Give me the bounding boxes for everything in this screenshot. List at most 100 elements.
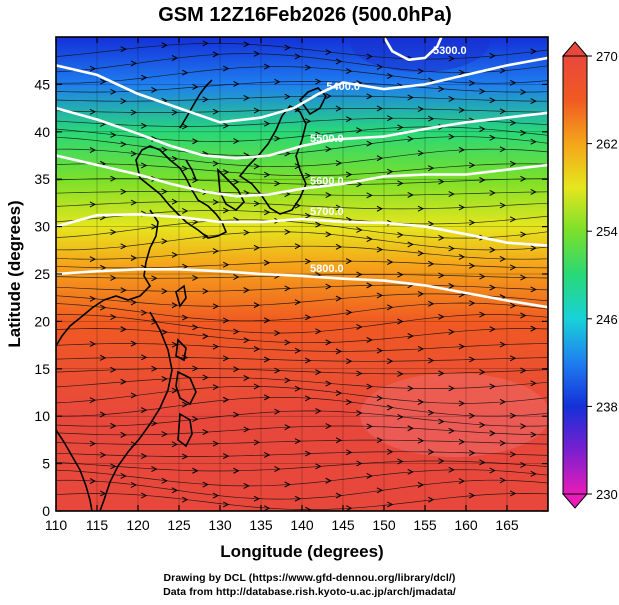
flow-arrowhead bbox=[202, 481, 209, 488]
flow-arrowhead bbox=[110, 366, 117, 373]
flow-arrowhead bbox=[222, 207, 230, 214]
flow-arrowhead bbox=[345, 505, 353, 511]
flow-arrowhead bbox=[202, 374, 209, 381]
flow-arrowhead bbox=[479, 369, 486, 376]
flow-arrowhead bbox=[397, 231, 404, 238]
flow-arrowhead bbox=[386, 358, 394, 365]
flow-arrowhead bbox=[243, 337, 250, 344]
flow-arrowhead bbox=[427, 165, 435, 172]
flow-arrowhead bbox=[397, 318, 404, 325]
flow-arrowhead bbox=[417, 150, 425, 157]
flow-arrowhead bbox=[274, 330, 281, 337]
flow-arrowhead bbox=[99, 304, 107, 311]
flow-arrowhead bbox=[294, 53, 302, 60]
flow-arrowhead bbox=[202, 429, 209, 435]
contour-5700 bbox=[56, 212, 548, 247]
contour-label: 5500.0 bbox=[310, 133, 344, 145]
streamline bbox=[56, 479, 548, 500]
flow-arrowhead bbox=[89, 256, 97, 263]
streamline bbox=[56, 178, 548, 185]
streamline bbox=[56, 43, 548, 60]
flow-arrowhead bbox=[130, 481, 138, 488]
streamline bbox=[56, 460, 548, 472]
flow-arrowhead bbox=[448, 245, 455, 252]
flow-arrowhead bbox=[110, 131, 117, 138]
flow-arrowhead bbox=[335, 243, 343, 250]
colorbar-tick-label: 230 bbox=[596, 487, 618, 502]
flow-arrowhead bbox=[192, 274, 199, 281]
streamline bbox=[56, 126, 548, 142]
flow-arrowhead bbox=[479, 422, 486, 428]
flow-arrowhead bbox=[89, 108, 97, 115]
streamline bbox=[56, 293, 548, 307]
flow-arrowhead bbox=[181, 165, 189, 172]
flow-arrowhead bbox=[386, 501, 394, 508]
flow-arrowhead bbox=[427, 220, 435, 227]
flow-arrowhead bbox=[161, 238, 168, 245]
flow-arrowhead bbox=[325, 192, 332, 198]
flow-arrowhead bbox=[479, 177, 486, 183]
flow-arrowhead bbox=[499, 108, 507, 115]
flow-arrowhead bbox=[274, 180, 281, 187]
axes: 110 115 120 125 130 135 140 145 150 155 160 165 0 5 10… bbox=[34, 37, 548, 533]
y-tick-label: 35 bbox=[34, 171, 50, 187]
flow-arrowhead bbox=[489, 189, 496, 196]
flow-arrowhead bbox=[120, 326, 127, 333]
flow-arrowhead bbox=[438, 458, 445, 464]
flow-arrowhead bbox=[458, 146, 466, 153]
flow-arrowhead bbox=[120, 46, 127, 53]
flow-arrowhead bbox=[335, 295, 343, 302]
flow-arrowhead bbox=[89, 340, 97, 347]
flow-arrowhead bbox=[376, 64, 384, 70]
flow-arrowhead bbox=[294, 385, 302, 392]
flow-arrowhead bbox=[530, 325, 537, 332]
streamline bbox=[56, 368, 548, 375]
flow-arrowhead bbox=[120, 188, 127, 195]
flow-arrowhead bbox=[479, 459, 486, 466]
y-tick-label: 0 bbox=[42, 503, 50, 519]
flow-arrowhead bbox=[458, 438, 466, 445]
flow-arrowhead bbox=[345, 171, 353, 178]
flow-arrowhead bbox=[397, 458, 404, 465]
flow-arrowhead bbox=[499, 341, 507, 348]
flow-arrowhead bbox=[212, 108, 220, 115]
streamline bbox=[56, 302, 548, 322]
colorbar-top-arrow bbox=[561, 41, 589, 57]
flow-arrowhead bbox=[509, 355, 517, 362]
flow-arrowhead bbox=[233, 328, 240, 335]
flow-arrowhead bbox=[376, 395, 384, 402]
y-tick-label: 25 bbox=[34, 266, 50, 282]
flow-arrowhead bbox=[438, 370, 445, 377]
streamline bbox=[56, 377, 548, 389]
flow-arrowhead bbox=[489, 467, 496, 474]
flow-arrowhead bbox=[120, 141, 127, 148]
y-tick-label: 5 bbox=[42, 456, 50, 472]
flow-arrowhead bbox=[284, 44, 291, 51]
flow-arrowhead bbox=[263, 317, 271, 324]
flow-arrowhead bbox=[468, 412, 476, 419]
flow-arrowhead bbox=[530, 189, 537, 195]
flow-arrowhead bbox=[120, 378, 127, 385]
streamline bbox=[56, 117, 548, 127]
flow-arrowhead bbox=[509, 79, 517, 86]
chart-title: GSM 12Z16Feb2026 (500.0hPa) bbox=[158, 4, 451, 26]
flow-arrowhead bbox=[243, 95, 250, 101]
contour-5300 bbox=[382, 37, 443, 62]
flow-arrowhead bbox=[468, 219, 476, 226]
streamline bbox=[56, 314, 548, 334]
flow-arrowhead bbox=[335, 105, 343, 112]
flow-arrowhead bbox=[274, 408, 281, 415]
flow-arrowhead bbox=[335, 492, 343, 499]
flow-arrowhead bbox=[509, 264, 517, 271]
flow-arrowhead bbox=[520, 423, 527, 430]
cold-core-region bbox=[350, 37, 490, 72]
flow-arrowhead bbox=[304, 450, 312, 457]
streamline bbox=[56, 95, 548, 102]
flow-arrowhead bbox=[376, 105, 384, 112]
flow-arrowhead bbox=[243, 41, 250, 48]
flow-arrowhead bbox=[120, 243, 127, 250]
flow-arrowhead bbox=[468, 492, 476, 499]
flow-arrowhead bbox=[233, 138, 240, 145]
streamline bbox=[56, 356, 548, 362]
flow-arrowhead bbox=[212, 384, 220, 391]
